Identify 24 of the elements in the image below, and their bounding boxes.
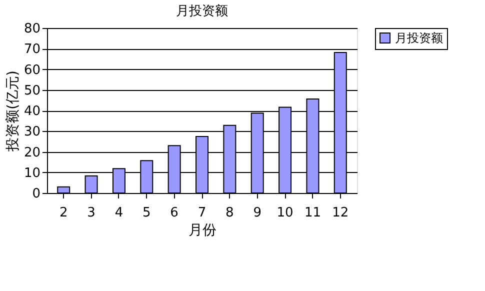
x-tick-label: 10 (276, 206, 294, 220)
x-axis-title: 月份 (188, 222, 216, 238)
x-tick-label: 9 (253, 206, 262, 220)
x-tick-label: 8 (226, 206, 234, 220)
y-tick-label: 70 (24, 42, 40, 58)
x-tick-label: 7 (198, 206, 206, 220)
y-tick-label: 0 (32, 186, 40, 202)
y-tick-label: 30 (24, 124, 40, 140)
x-tick-label: 6 (170, 206, 178, 220)
x-tick-label: 5 (142, 206, 151, 220)
y-tick-label: 40 (24, 104, 40, 119)
x-tick-label: 2 (59, 206, 68, 220)
legend-label: 月投资额 (395, 31, 443, 45)
y-tick-label: 50 (24, 83, 40, 98)
x-tick-label: 4 (114, 206, 124, 220)
y-tick-label: 80 (24, 22, 40, 36)
y-axis-title: 投资额(亿元) (4, 70, 21, 152)
y-tick-label: 20 (24, 145, 40, 160)
chart-title: 月投资额 (176, 4, 228, 19)
y-tick-label: 10 (24, 166, 40, 181)
y-tick-label: 60 (24, 62, 40, 78)
x-tick-label: 11 (304, 206, 321, 220)
x-tick-label: 3 (87, 206, 96, 220)
x-tick-label: 12 (332, 206, 349, 220)
